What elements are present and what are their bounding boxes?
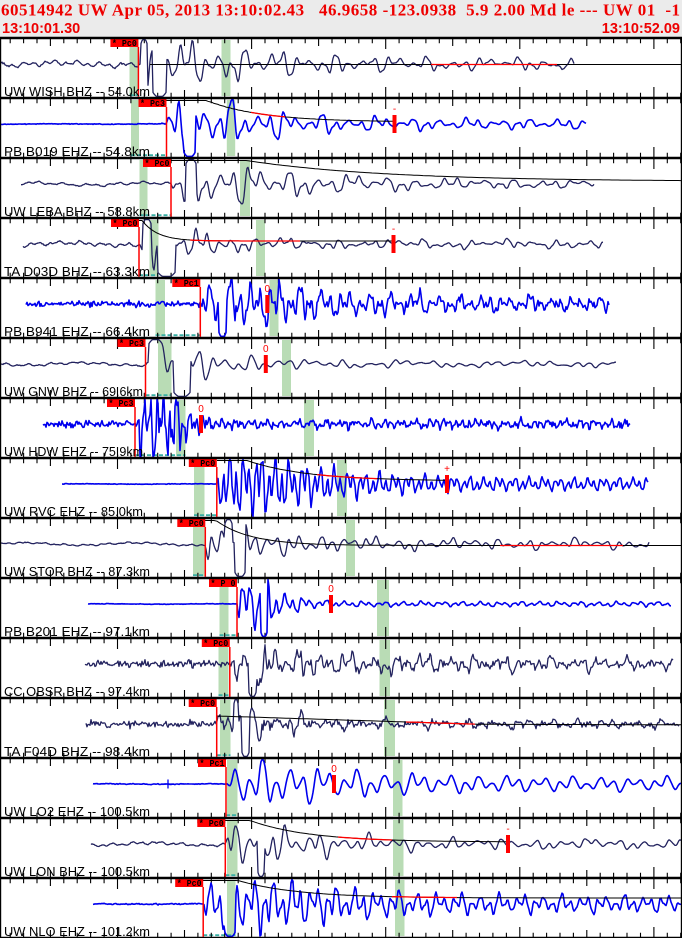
- svg-text:0: 0: [331, 764, 337, 775]
- svg-text:* Pc0: * Pc0: [112, 39, 137, 49]
- svg-text:* Pc0: * Pc0: [203, 639, 228, 649]
- svg-text:* Pc0: * Pc0: [145, 159, 170, 169]
- svg-text:UW RVC EHZ -- 85.0km: UW RVC EHZ -- 85.0km: [4, 504, 143, 519]
- svg-text:TA F04D BHZ -- 98.4km: TA F04D BHZ -- 98.4km: [4, 744, 150, 759]
- svg-text:* Pc1: * Pc1: [174, 279, 200, 289]
- svg-text:* Pc0: * Pc0: [177, 879, 202, 889]
- svg-text:* P 0: * P 0: [211, 579, 236, 589]
- svg-text:UW LO2 EHZ -- 100.5km: UW LO2 EHZ -- 100.5km: [4, 804, 150, 819]
- svg-text:* Pc3: * Pc3: [109, 399, 134, 409]
- svg-text:* Pc3: * Pc3: [140, 99, 165, 109]
- svg-text:* Pc0: * Pc0: [179, 519, 204, 529]
- svg-text:13:10:01.30: 13:10:01.30: [2, 21, 80, 37]
- svg-text:* Pc0: * Pc0: [199, 819, 224, 829]
- svg-text:0: 0: [265, 284, 271, 295]
- svg-text:UW STOR BHZ -- 87.3km: UW STOR BHZ -- 87.3km: [4, 564, 150, 579]
- svg-text:CC OBSR BHZ -- 97.4km: CC OBSR BHZ -- 97.4km: [4, 684, 150, 699]
- svg-text:UW GNW BHZ -- 69.6km: UW GNW BHZ -- 69.6km: [4, 384, 143, 399]
- svg-text:* Pc0: * Pc0: [190, 459, 215, 469]
- svg-text:0: 0: [198, 404, 204, 415]
- svg-text:0: 0: [328, 584, 334, 595]
- svg-text:* Pc0: * Pc0: [113, 219, 138, 229]
- svg-text:PB B019 EHZ -- 54.8km: PB B019 EHZ -- 54.8km: [4, 144, 150, 159]
- svg-text:TA D03D BHZ -- 63.3km: TA D03D BHZ -- 63.3km: [4, 264, 150, 279]
- svg-text:* Pc1: * Pc1: [200, 759, 226, 769]
- svg-text:UW LON BHZ -- 100.5km: UW LON BHZ -- 100.5km: [4, 864, 150, 879]
- svg-text:-: -: [393, 104, 396, 115]
- svg-text:UW HDW EHZ -- 75.9km: UW HDW EHZ -- 75.9km: [4, 444, 143, 459]
- svg-text:+: +: [444, 464, 450, 475]
- svg-text:0: 0: [263, 344, 269, 355]
- svg-text:PB B941 EHZ -- 66.4km: PB B941 EHZ -- 66.4km: [4, 324, 150, 339]
- svg-text:UW NLO EHZ -- 101.2km: UW NLO EHZ -- 101.2km: [4, 924, 150, 938]
- svg-text:UW WISH BHZ -- 54.0km: UW WISH BHZ -- 54.0km: [4, 84, 150, 99]
- svg-text:13:10:52.09: 13:10:52.09: [602, 21, 680, 37]
- svg-text:UW LEBA BHZ -- 58.8km: UW LEBA BHZ -- 58.8km: [4, 204, 150, 219]
- svg-text:-: -: [392, 224, 395, 235]
- svg-text:* Pc0: * Pc0: [190, 699, 215, 709]
- svg-text:* Pc3: * Pc3: [119, 339, 144, 349]
- svg-text:-: -: [506, 824, 509, 835]
- svg-text:PB B201 EHZ -- 97.1km: PB B201 EHZ -- 97.1km: [4, 624, 150, 639]
- svg-text:60514942 UW Apr 05, 2013 13:10: 60514942 UW Apr 05, 2013 13:10:02.43 46.…: [1, 1, 680, 20]
